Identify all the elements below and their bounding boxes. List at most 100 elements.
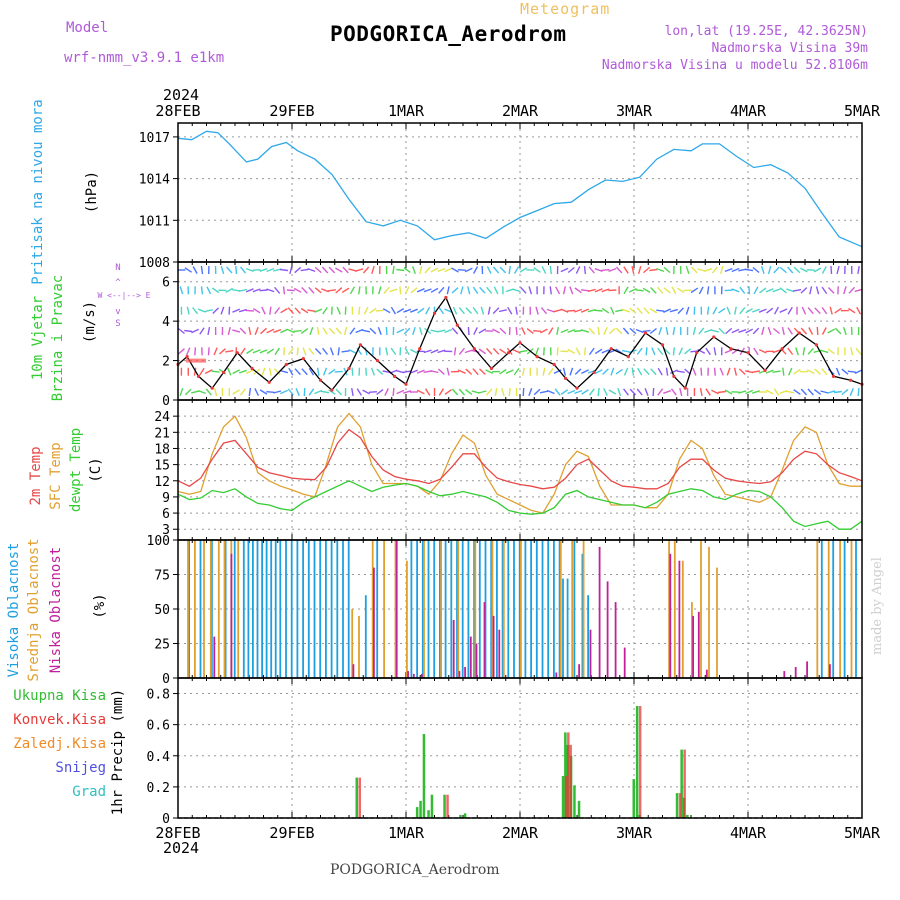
wind-speed-point — [235, 351, 239, 355]
cloud-bar — [342, 540, 344, 678]
wind-arrow — [759, 287, 767, 294]
wind-arrow — [295, 388, 300, 396]
wind-arrow — [308, 367, 315, 376]
wind-speed-point — [831, 374, 836, 378]
wind-arrow — [622, 327, 630, 335]
wind-speed-point — [250, 366, 254, 371]
wind-arrow — [658, 326, 663, 336]
wind-speed-point — [455, 323, 459, 327]
cloud-bar — [558, 540, 561, 678]
cloud-bar — [440, 540, 442, 678]
wind-arrow — [663, 308, 671, 313]
precip-ytick-label: 0.8 — [147, 688, 170, 703]
cloud-bar — [483, 602, 486, 678]
wind-arrow — [280, 328, 288, 334]
cloud-bar — [307, 540, 310, 678]
wind-arrow — [207, 347, 210, 356]
date-label-top: 5MAR — [844, 102, 881, 120]
wind-arrow — [424, 266, 431, 274]
wind-arrow — [410, 348, 418, 354]
wind-arrow — [720, 265, 724, 275]
precip-bar — [358, 777, 361, 818]
wind-arrow — [663, 390, 672, 394]
wind-arrow — [657, 347, 664, 355]
wind-arrow — [767, 265, 772, 275]
wind-arrow — [560, 267, 569, 273]
wind-arrow — [513, 367, 520, 376]
wind-arrow — [321, 288, 330, 293]
wind-arrow — [410, 308, 418, 313]
wind-arrow — [314, 389, 323, 395]
cloud-bar — [496, 540, 498, 678]
wind-arrow — [239, 327, 247, 335]
wind-speed-point — [849, 378, 853, 382]
cloud-bar — [373, 567, 375, 678]
precip-bar — [569, 744, 572, 818]
wind-arrow — [631, 265, 635, 275]
wind-arrow — [293, 330, 302, 332]
cloud-bar — [364, 595, 367, 678]
cloud-bar — [194, 540, 196, 678]
wind-arrow — [467, 286, 471, 295]
wind-speed-point — [196, 374, 201, 378]
wind-arrow — [608, 289, 617, 292]
pressure-ytick-label: 1017 — [139, 131, 170, 146]
cloud-bar — [827, 540, 830, 678]
wind-arrow — [645, 347, 648, 356]
wind-arrow — [643, 368, 650, 376]
cloud-bar — [330, 540, 333, 678]
wind-arrow — [494, 387, 498, 397]
wind-arrow — [758, 348, 767, 354]
wind-arrow — [246, 348, 254, 355]
wind-arrow — [847, 370, 856, 373]
cloud-ytick-label: 100 — [147, 534, 170, 549]
wind-arrow — [235, 265, 238, 275]
wind-arrow — [204, 369, 213, 375]
cloud-bar — [450, 540, 453, 678]
cloud-bar — [850, 540, 853, 678]
wind-arrow — [813, 267, 822, 273]
wind-arrow — [672, 347, 675, 356]
wind-arrow — [623, 266, 629, 274]
wind-arrow — [786, 288, 795, 293]
cloud-bar — [319, 540, 322, 678]
cloud-bar — [816, 540, 819, 678]
wind-arrow — [753, 347, 759, 356]
wind-arrow — [252, 269, 261, 271]
cloud-bar — [423, 540, 425, 678]
cloud-bar — [296, 540, 299, 678]
wind-arrow — [760, 265, 765, 275]
precip-panel-bg — [178, 678, 862, 818]
cloud-bar — [492, 615, 495, 678]
precip-ytick-label: 0.2 — [147, 781, 170, 796]
wind-arrow — [821, 327, 827, 335]
wind-arrow — [465, 307, 472, 314]
wind-arrow — [492, 266, 500, 274]
wind-arrow — [335, 287, 343, 294]
wind-arrow — [726, 306, 731, 315]
wind-arrow — [225, 287, 234, 293]
cloud-bar — [457, 540, 460, 678]
cloud-bar — [265, 540, 268, 678]
precip-axis-label: 1hr Precip (mm) — [110, 689, 126, 815]
wind-arrow — [479, 368, 486, 375]
wind-arrow — [781, 326, 785, 336]
wind-arrow — [554, 388, 561, 396]
wind-arrow — [280, 308, 288, 314]
cloud-bar — [541, 540, 544, 678]
wind-ytick-label: 6 — [162, 276, 170, 291]
wind-arrow — [356, 388, 362, 396]
wind-arrow — [807, 347, 814, 355]
wind-arrow — [232, 389, 240, 395]
cloud-bar — [832, 540, 835, 678]
wind-speed-point — [518, 341, 522, 345]
precip-panel-frame — [177, 677, 863, 819]
wind-speed-point — [672, 374, 676, 378]
wind-speed-point — [592, 370, 596, 374]
wind-arrow — [478, 348, 487, 355]
wind-arrow — [457, 269, 466, 271]
wind-arrow — [371, 265, 375, 275]
cloud-bar — [395, 540, 398, 678]
wind-arrow — [508, 387, 511, 397]
wind-arrow — [610, 306, 615, 315]
